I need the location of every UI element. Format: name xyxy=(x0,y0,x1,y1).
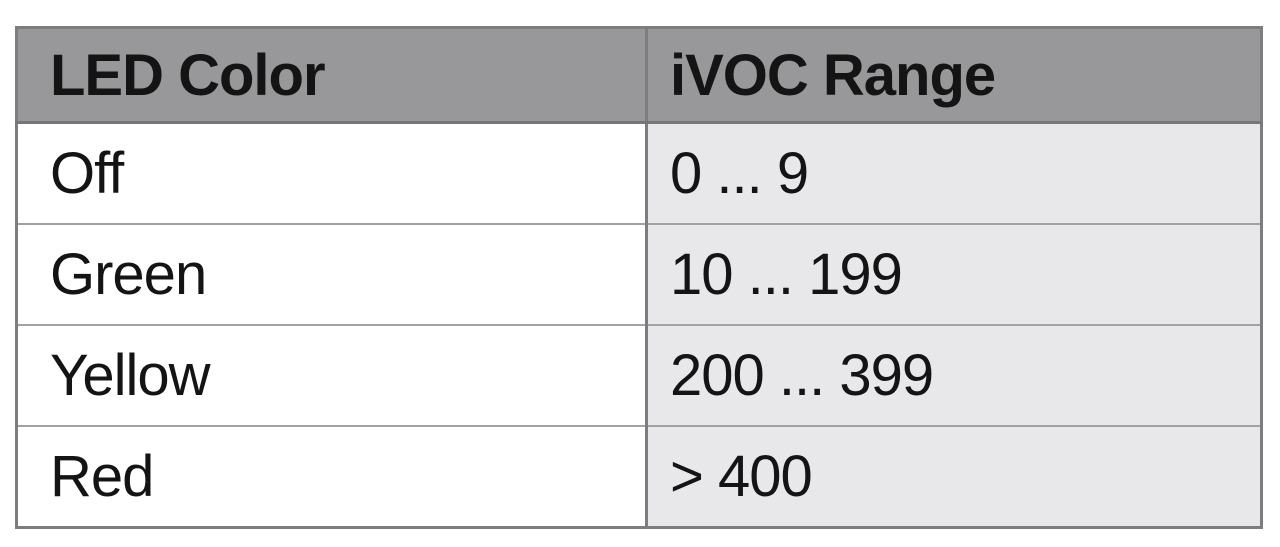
led-color-cell: Red xyxy=(16,425,648,528)
header-row: LED Color iVOC Range xyxy=(16,27,1262,124)
ivoc-range-cell: 0 ... 9 xyxy=(646,122,1262,224)
table-row: Red > 400 xyxy=(16,425,1262,528)
ivoc-range-cell: 10 ... 199 xyxy=(646,223,1262,325)
table-row: Off 0 ... 9 xyxy=(16,122,1262,224)
ivoc-range-cell: 200 ... 399 xyxy=(646,324,1262,426)
led-ivoc-table: LED Color iVOC Range Off 0 ... 9 Green 1… xyxy=(15,26,1263,529)
column-header-led-color: LED Color xyxy=(16,27,648,124)
led-color-cell: Yellow xyxy=(16,324,648,426)
table-row: Yellow 200 ... 399 xyxy=(16,324,1262,426)
table-row: Green 10 ... 199 xyxy=(16,223,1262,325)
column-header-ivoc-range: iVOC Range xyxy=(646,27,1262,124)
led-color-cell: Green xyxy=(16,223,648,325)
ivoc-range-cell: > 400 xyxy=(646,425,1262,528)
led-color-cell: Off xyxy=(16,122,648,224)
